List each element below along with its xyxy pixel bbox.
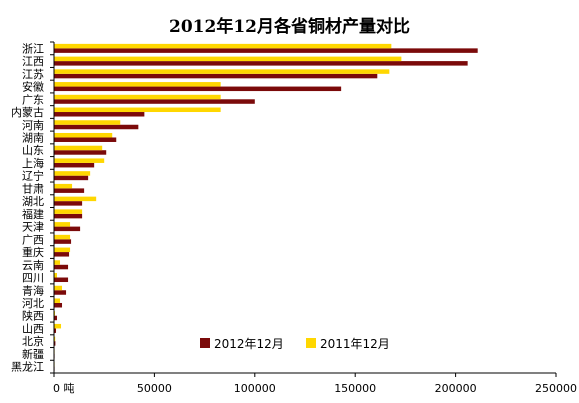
bar-2012-23 (54, 341, 56, 346)
category-label: 云南 (22, 259, 44, 272)
bar-2012-20 (54, 302, 63, 308)
bar-2011-12 (54, 196, 97, 202)
category-label: 黑龙江 (11, 361, 44, 374)
category-label: 天津 (22, 221, 44, 234)
bar-2012-7 (54, 137, 117, 142)
bar-2012-16 (54, 252, 70, 257)
bar-2012-0 (54, 48, 478, 53)
bar-2011-16 (54, 247, 71, 253)
bar-2011-5 (54, 107, 221, 113)
category-label: 河北 (22, 297, 44, 310)
category-label: 河南 (22, 119, 44, 132)
chart-title: 2012年12月各省铜材产量对比 (169, 17, 410, 37)
category-label: 江西 (22, 55, 44, 68)
bar-2012-17 (54, 264, 69, 270)
category-label: 广西 (22, 233, 44, 246)
category-label: 浙江 (22, 42, 44, 55)
category-label: 辽宁 (22, 169, 44, 183)
category-label: 湖南 (22, 131, 44, 144)
category-label: 福建 (22, 207, 44, 221)
bar-2012-15 (54, 239, 72, 244)
bar-2012-8 (54, 150, 107, 155)
bar-2012-21 (54, 315, 58, 321)
category-label: 四川 (22, 272, 44, 285)
legend-swatch-0 (200, 338, 210, 348)
bar-2011-6 (54, 120, 121, 125)
bar-2011-23 (54, 336, 56, 342)
bar-2012-19 (54, 290, 67, 295)
bar-2011-11 (54, 183, 73, 189)
bar-2011-15 (54, 234, 71, 240)
bar-2012-5 (54, 112, 145, 117)
bar-2012-10 (54, 175, 89, 181)
bar-2012-2 (54, 73, 378, 79)
category-label: 陕西 (22, 309, 44, 323)
bar-2012-3 (54, 86, 342, 92)
bar-2012-1 (54, 61, 468, 66)
bar-2012-6 (54, 124, 139, 130)
category-label: 山西 (22, 322, 44, 335)
bar-2011-1 (54, 56, 402, 62)
bar-2012-9 (54, 162, 95, 168)
category-label: 湖北 (22, 195, 44, 208)
category-label: 甘肃 (22, 182, 44, 195)
bar-2012-13 (54, 213, 83, 219)
bar-2012-22 (54, 328, 57, 333)
bar-2012-12 (54, 201, 83, 206)
bar-2011-14 (54, 222, 71, 227)
bar-2011-0 (54, 43, 392, 49)
bar-2011-10 (54, 171, 91, 176)
category-label: 内蒙古 (11, 105, 44, 119)
x-tick-label: 50000 (137, 382, 172, 395)
category-label: 山东 (22, 144, 44, 157)
x-tick-label: 150000 (334, 382, 376, 395)
bar-2011-3 (54, 82, 221, 87)
category-label: 重庆 (22, 245, 44, 259)
x-tick-label: 200000 (435, 382, 477, 395)
bar-2011-2 (54, 69, 390, 74)
bar-2011-9 (54, 158, 105, 163)
bar-2011-18 (54, 273, 58, 278)
bar-2012-4 (54, 99, 255, 104)
category-label: 青海 (22, 283, 44, 297)
bar-2012-11 (54, 188, 85, 193)
bar-2011-22 (54, 323, 62, 329)
x-tick-label: 100000 (234, 382, 276, 395)
legend-label-1: 2011年12月 (320, 337, 390, 351)
bar-2011-7 (54, 132, 113, 138)
bar-2011-4 (54, 94, 221, 100)
category-label: 上海 (22, 156, 44, 170)
x-tick-label: 0 吨 (53, 382, 75, 395)
bar-2012-14 (54, 226, 81, 232)
bar-2011-17 (54, 260, 61, 265)
category-label: 安徽 (22, 80, 44, 94)
bar-2011-20 (54, 298, 61, 303)
bar-2011-8 (54, 145, 103, 151)
bar-2012-18 (54, 277, 69, 283)
legend-label-0: 2012年12月 (214, 337, 284, 351)
bar-2011-13 (54, 209, 83, 214)
category-label: 江苏 (22, 68, 44, 81)
category-label: 北京 (22, 334, 44, 348)
legend-swatch-1 (306, 338, 316, 348)
category-label: 广东 (22, 93, 44, 106)
x-tick-label: 250000 (535, 382, 577, 395)
category-label: 新疆 (22, 347, 44, 361)
bar-2011-19 (54, 285, 63, 291)
